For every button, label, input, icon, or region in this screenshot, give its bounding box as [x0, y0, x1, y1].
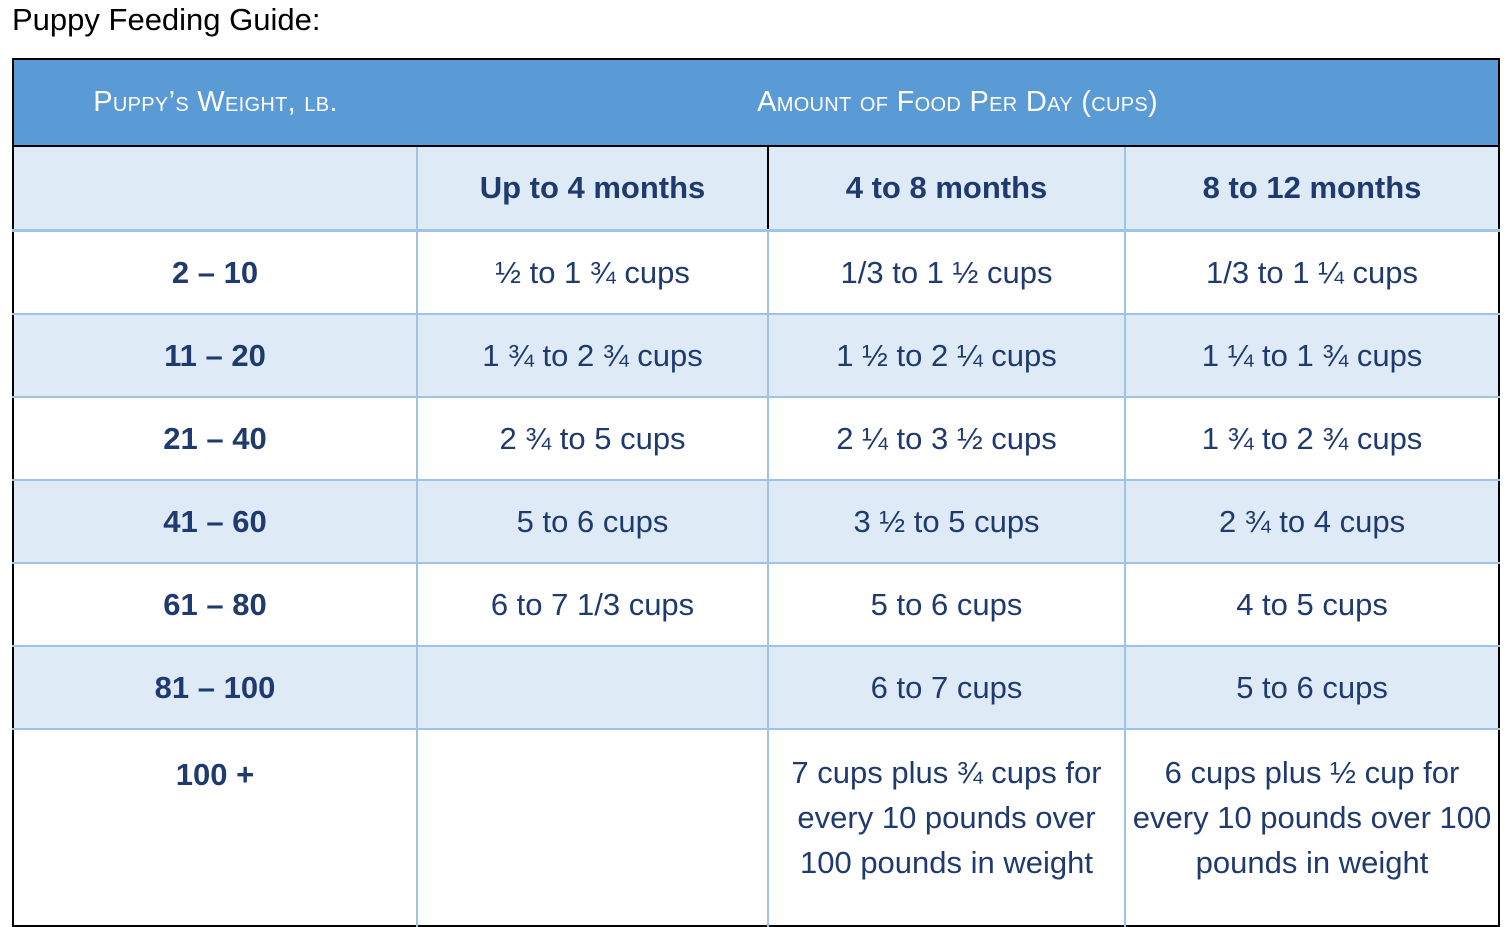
age-header-row: Up to 4 months 4 to 8 months 8 to 12 mon… — [13, 146, 1500, 231]
amount-cell: 2 ¼ to 3 ½ cups — [767, 396, 1126, 481]
amount-cell — [416, 645, 769, 730]
amount-cell: 5 to 6 cups — [1123, 645, 1500, 730]
amount-cell: 4 to 5 cups — [1123, 562, 1500, 647]
amount-cell: 6 to 7 1/3 cups — [416, 562, 769, 647]
amount-cell: 1 ½ to 2 ¼ cups — [767, 313, 1126, 398]
table-row: 21 – 40 2 ¾ to 5 cups 2 ¼ to 3 ½ cups 1 … — [13, 396, 1500, 481]
amount-cell: 6 cups plus ½ cup for every 10 pounds ov… — [1123, 728, 1500, 926]
amount-cell: 2 ¾ to 5 cups — [416, 396, 769, 481]
header-amount: Amount of Food Per Day (cups) — [417, 59, 1500, 147]
weight-cell: 11 – 20 — [13, 313, 418, 398]
amount-cell: 5 to 6 cups — [416, 479, 769, 564]
table-row: 2 – 10 ½ to 1 ¾ cups 1/3 to 1 ½ cups 1/3… — [13, 229, 1500, 315]
age-header-empty — [13, 146, 417, 231]
feeding-table: Puppy’s Weight, lb. Amount of Food Per D… — [12, 58, 1501, 927]
amount-cell: 1 ¾ to 2 ¾ cups — [416, 313, 769, 398]
table-header-row: Puppy’s Weight, lb. Amount of Food Per D… — [13, 59, 1500, 147]
age-column-header: Up to 4 months — [416, 146, 769, 231]
amount-cell: 3 ½ to 5 cups — [767, 479, 1126, 564]
amount-cell: 7 cups plus ¾ cups for every 10 pounds o… — [767, 728, 1126, 926]
table-row: 61 – 80 6 to 7 1/3 cups 5 to 6 cups 4 to… — [13, 562, 1500, 647]
amount-cell: 1 ¼ to 1 ¾ cups — [1123, 313, 1500, 398]
age-column-header: 4 to 8 months — [768, 146, 1126, 231]
amount-cell — [416, 728, 769, 926]
weight-cell: 2 – 10 — [13, 229, 418, 315]
age-column-header: 8 to 12 months — [1125, 146, 1500, 231]
weight-cell: 81 – 100 — [13, 645, 418, 730]
amount-cell: 2 ¾ to 4 cups — [1123, 479, 1500, 564]
table-row: 81 – 100 6 to 7 cups 5 to 6 cups — [13, 645, 1500, 730]
header-weight: Puppy’s Weight, lb. — [13, 59, 417, 147]
table-row: 41 – 60 5 to 6 cups 3 ½ to 5 cups 2 ¾ to… — [13, 479, 1500, 564]
amount-cell: 1/3 to 1 ½ cups — [767, 229, 1126, 315]
weight-cell: 100 + — [13, 728, 418, 926]
amount-cell: 6 to 7 cups — [767, 645, 1126, 730]
amount-cell: ½ to 1 ¾ cups — [416, 229, 769, 315]
table-row: 100 + 7 cups plus ¾ cups for every 10 po… — [13, 728, 1500, 926]
weight-cell: 41 – 60 — [13, 479, 418, 564]
page-title: Puppy Feeding Guide: — [12, 2, 321, 37]
table-row: 11 – 20 1 ¾ to 2 ¾ cups 1 ½ to 2 ¼ cups … — [13, 313, 1500, 398]
amount-cell: 5 to 6 cups — [767, 562, 1126, 647]
amount-cell: 1/3 to 1 ¼ cups — [1123, 229, 1500, 315]
amount-cell: 1 ¾ to 2 ¾ cups — [1123, 396, 1500, 481]
weight-cell: 61 – 80 — [13, 562, 418, 647]
weight-cell: 21 – 40 — [13, 396, 418, 481]
